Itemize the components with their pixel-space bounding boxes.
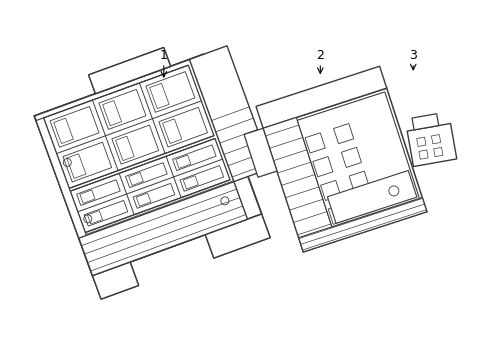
Text: 1: 1 (160, 49, 167, 62)
Polygon shape (305, 133, 325, 153)
Polygon shape (88, 48, 170, 94)
Polygon shape (172, 145, 216, 171)
Polygon shape (255, 66, 386, 128)
Polygon shape (341, 147, 361, 167)
Polygon shape (180, 166, 223, 191)
Polygon shape (356, 195, 376, 215)
Polygon shape (407, 123, 456, 167)
Polygon shape (92, 262, 139, 299)
Polygon shape (84, 201, 127, 226)
Polygon shape (244, 128, 276, 177)
Polygon shape (79, 182, 247, 276)
Polygon shape (348, 171, 368, 191)
Polygon shape (133, 183, 174, 208)
Polygon shape (312, 157, 332, 177)
Polygon shape (36, 118, 86, 238)
Polygon shape (63, 142, 111, 182)
Polygon shape (418, 150, 427, 159)
Polygon shape (205, 214, 270, 258)
Polygon shape (416, 137, 425, 147)
Text: 2: 2 (316, 49, 324, 62)
Polygon shape (125, 163, 167, 188)
Polygon shape (263, 117, 336, 252)
Text: 3: 3 (408, 49, 416, 62)
Polygon shape (327, 171, 416, 223)
Polygon shape (145, 72, 195, 112)
Polygon shape (320, 180, 340, 201)
Polygon shape (411, 114, 438, 130)
Polygon shape (50, 107, 99, 147)
Polygon shape (189, 46, 271, 182)
Polygon shape (433, 147, 442, 157)
Polygon shape (327, 204, 348, 224)
Polygon shape (333, 123, 353, 144)
Polygon shape (34, 54, 261, 276)
Polygon shape (112, 125, 158, 164)
Polygon shape (297, 92, 419, 227)
Polygon shape (263, 88, 426, 252)
Polygon shape (70, 139, 229, 233)
Polygon shape (43, 65, 214, 188)
Polygon shape (99, 89, 146, 129)
Polygon shape (298, 198, 426, 252)
Polygon shape (159, 107, 207, 147)
Polygon shape (430, 135, 440, 144)
Polygon shape (77, 180, 120, 206)
